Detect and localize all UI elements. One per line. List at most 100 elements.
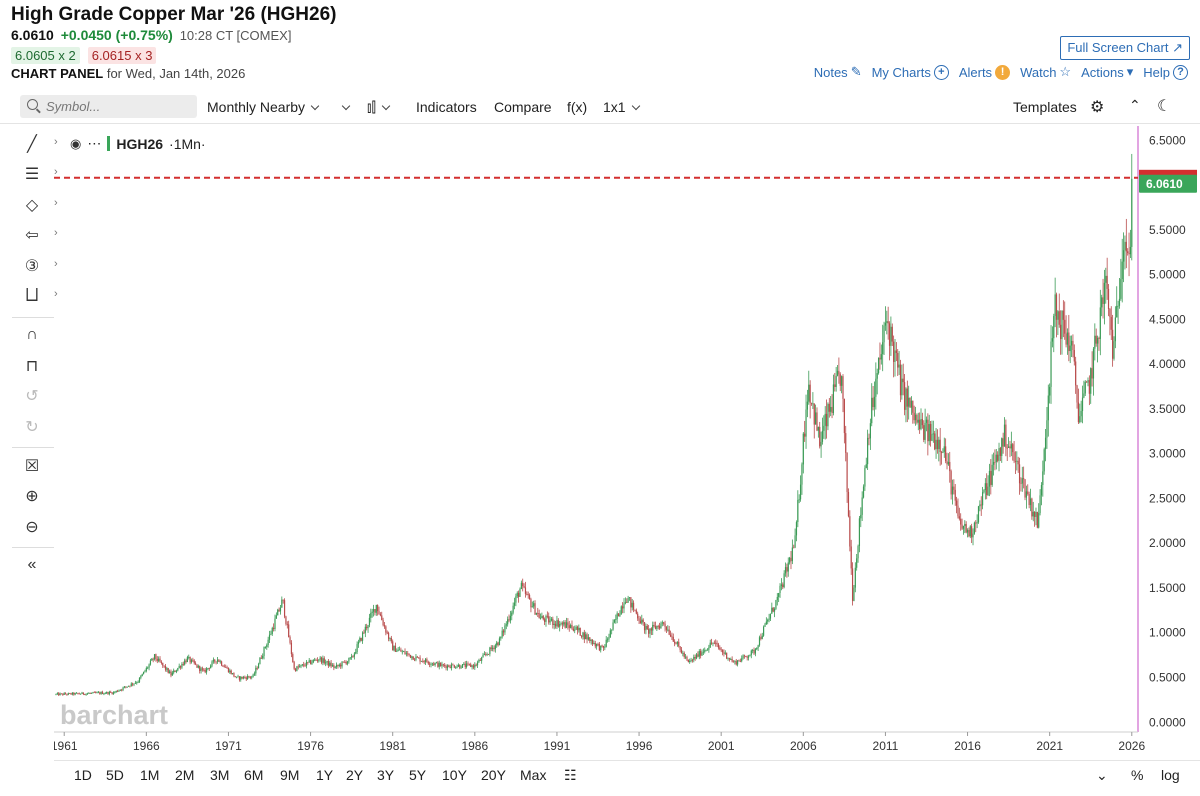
- collapse-icon[interactable]: ⌃: [1129, 97, 1141, 113]
- candle-body: [884, 322, 887, 326]
- candle-body: [888, 323, 891, 346]
- candle-body: [211, 661, 213, 666]
- candle-body: [914, 414, 917, 421]
- range-button-1m[interactable]: 1M: [140, 767, 160, 783]
- measure-tool[interactable]: ⨆ ›: [20, 286, 58, 308]
- candle-body: [561, 623, 564, 625]
- more-icon[interactable]: ⋯: [87, 135, 102, 151]
- candle-body: [916, 414, 918, 423]
- candle-body: [80, 693, 82, 695]
- settings-gear-icon[interactable]: ⚙: [1090, 99, 1105, 116]
- alerts-link[interactable]: Alerts!: [959, 64, 1011, 80]
- shape-tool[interactable]: ◇ ›: [20, 195, 58, 217]
- range-button-2y[interactable]: 2Y: [346, 767, 364, 783]
- log-toggle[interactable]: log: [1161, 767, 1180, 783]
- full-screen-label: Full Screen Chart: [1067, 40, 1169, 55]
- candle-body: [1107, 288, 1110, 309]
- layout-select[interactable]: 1x1: [603, 99, 640, 115]
- eye-icon[interactable]: ◉: [70, 135, 82, 151]
- watch-link[interactable]: Watch ☆: [1020, 64, 1071, 80]
- range-button-1y[interactable]: 1Y: [316, 767, 334, 783]
- candle-body: [1127, 251, 1129, 253]
- candle-body: [1042, 471, 1044, 486]
- price-chart[interactable]: barchart6.50006.00005.50005.00004.50004.…: [54, 126, 1200, 760]
- range-button-20y[interactable]: 20Y: [481, 767, 506, 783]
- notes-link[interactable]: Notes ✎: [814, 64, 862, 80]
- chart-panel-label: CHART PANEL for Wed, Jan 14th, 2026: [11, 66, 245, 81]
- range-button-3y[interactable]: 3Y: [377, 767, 395, 783]
- percent-toggle[interactable]: %: [1131, 767, 1144, 783]
- undo-button[interactable]: ↺: [20, 386, 44, 408]
- candle-body: [78, 693, 80, 695]
- redo-button[interactable]: ↻: [20, 417, 44, 439]
- candle-body: [631, 602, 633, 608]
- help-link[interactable]: Help?: [1143, 64, 1188, 80]
- candle-body: [594, 643, 596, 647]
- candle-body: [121, 689, 123, 691]
- chart-area[interactable]: barchart6.50006.00005.50005.00004.50004.…: [54, 126, 1200, 760]
- candle-body: [519, 588, 521, 597]
- aggregation-select[interactable]: Monthly Nearby: [207, 99, 320, 115]
- last-price-label: 6.0610: [1146, 177, 1183, 191]
- candle-body: [1088, 380, 1090, 394]
- annotation-tool[interactable]: ③ ›: [20, 256, 58, 278]
- dark-mode-moon-icon[interactable]: ☾: [1157, 98, 1172, 115]
- candle-body: [338, 664, 340, 666]
- magnet-tool[interactable]: ∩: [20, 326, 44, 348]
- candle-body: [236, 676, 238, 678]
- fibonacci-tool[interactable]: ☰ ›: [20, 164, 58, 186]
- candle-body: [854, 567, 856, 588]
- range-button-9m[interactable]: 9M: [280, 767, 300, 783]
- range-button-2m[interactable]: 2M: [175, 767, 195, 783]
- actions-menu[interactable]: Actions ▾: [1081, 64, 1133, 80]
- candle-body: [474, 664, 476, 668]
- candle-body: [334, 666, 336, 668]
- range-button-max[interactable]: Max: [520, 767, 547, 783]
- candle-body: [1106, 275, 1108, 289]
- y-tick-label: 4.0000: [1149, 357, 1186, 371]
- range-button-5d[interactable]: 5D: [106, 767, 124, 783]
- compare-button[interactable]: Compare: [494, 99, 552, 115]
- scroll-down-icon[interactable]: ⌄: [1096, 767, 1108, 783]
- calendar-icon[interactable]: ☷: [564, 767, 577, 783]
- candle-body: [316, 660, 319, 661]
- delete-button[interactable]: ☒: [20, 456, 44, 478]
- range-button-6m[interactable]: 6M: [244, 767, 264, 783]
- zoom-out-button[interactable]: ⊖: [20, 517, 44, 539]
- period-dropdown[interactable]: [336, 99, 351, 115]
- candle-body: [663, 622, 665, 624]
- lock-tool[interactable]: ⊓: [20, 356, 44, 378]
- range-button-3m[interactable]: 3M: [210, 767, 230, 783]
- candle-body: [55, 694, 57, 695]
- x-tick-label: 1961: [54, 739, 78, 753]
- candle-body: [389, 637, 391, 639]
- candle-body: [1112, 329, 1114, 359]
- function-button[interactable]: f(x): [567, 99, 588, 115]
- candle-body: [222, 665, 224, 667]
- candle-body: [1131, 178, 1133, 247]
- candle-body: [775, 600, 777, 609]
- candle-body: [122, 687, 124, 690]
- range-button-10y[interactable]: 10Y: [442, 767, 467, 783]
- range-button-1d[interactable]: 1D: [74, 767, 92, 783]
- candle-body: [118, 690, 120, 692]
- full-screen-chart-button[interactable]: Full Screen Chart ↗: [1060, 36, 1190, 60]
- arrow-tool[interactable]: ⇦ ›: [20, 225, 57, 247]
- collapse-tools-button[interactable]: «: [20, 556, 44, 578]
- range-button-5y[interactable]: 5Y: [409, 767, 427, 783]
- trend-line-tool[interactable]: ╱ ›: [20, 134, 58, 156]
- candle-body: [794, 535, 796, 548]
- candle-body: [1094, 335, 1096, 349]
- zoom-in-button[interactable]: ⊕: [20, 486, 44, 508]
- indicators-button[interactable]: Indicators: [416, 99, 477, 115]
- candle-body: [294, 668, 297, 671]
- candle-body: [1034, 511, 1036, 517]
- templates-button[interactable]: Templates: [1013, 99, 1077, 115]
- candle-body: [591, 640, 594, 645]
- chart-type-select[interactable]: ⫾⫿: [367, 99, 391, 116]
- symbol-search-input[interactable]: Symbol...: [20, 95, 197, 118]
- my-charts-link[interactable]: My Charts +: [872, 64, 949, 80]
- candle-body: [955, 500, 958, 506]
- candle-body: [160, 661, 162, 663]
- candle-body: [400, 649, 402, 652]
